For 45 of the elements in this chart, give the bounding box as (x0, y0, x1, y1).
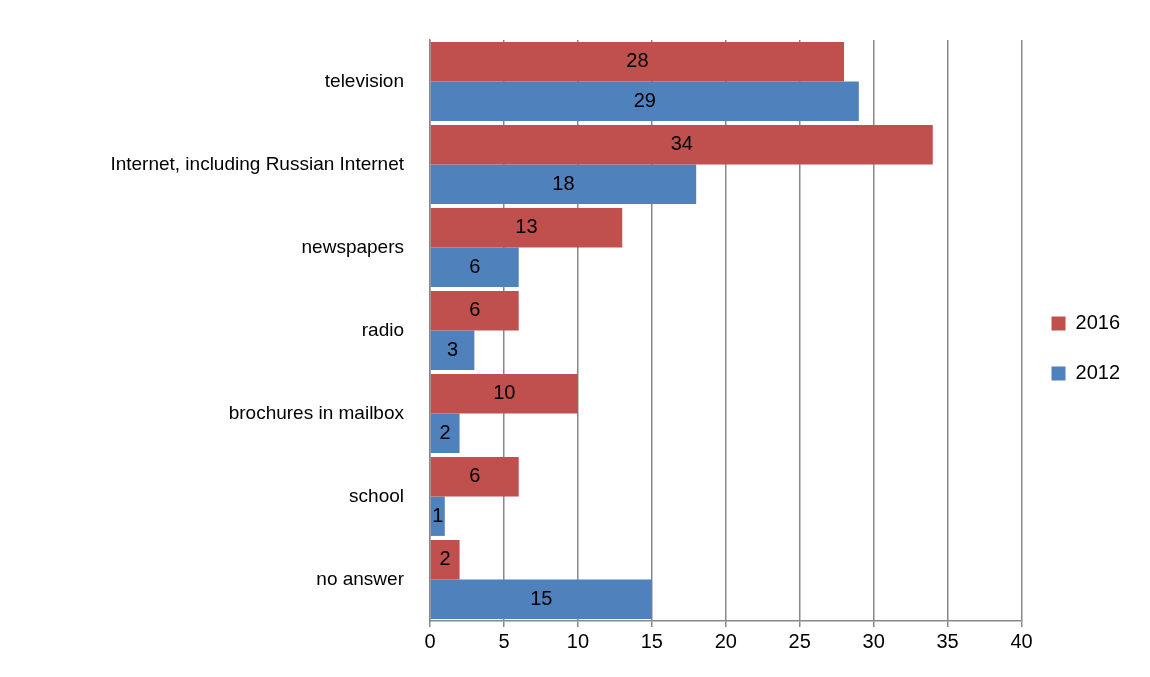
y-tick-label: newspapers (301, 235, 404, 257)
data-label: 34 (670, 132, 693, 155)
x-tick-label: 35 (936, 629, 959, 652)
data-label: 13 (515, 215, 538, 238)
x-tick-label: 20 (714, 629, 737, 652)
data-label: 6 (469, 254, 481, 277)
y-tick-label: Internet, including Russian Internet (110, 152, 405, 174)
data-label: 2 (439, 420, 451, 443)
x-tick-label: 5 (498, 629, 510, 652)
bar (430, 42, 845, 82)
bar (430, 579, 652, 619)
y-tick-label: radio (361, 318, 404, 340)
legend-label: 2012 (1075, 361, 1121, 384)
data-label: 6 (469, 464, 481, 487)
x-tick-label: 25 (788, 629, 811, 652)
data-label: 18 (552, 171, 575, 194)
y-tick-label: school (349, 484, 404, 506)
data-label: 1 (432, 503, 444, 526)
x-tick-label: 0 (424, 629, 436, 652)
bar (430, 413, 460, 453)
x-tick-label: 15 (640, 629, 663, 652)
x-tick-label: 30 (862, 629, 885, 652)
data-label: 10 (493, 381, 516, 404)
x-tick-label: 40 (1010, 629, 1033, 652)
data-label: 2 (439, 547, 451, 570)
bar (430, 374, 578, 414)
bar (430, 457, 519, 497)
bar (430, 330, 475, 370)
bar (430, 208, 623, 248)
x-tick-label: 10 (566, 629, 589, 652)
bar (430, 125, 933, 165)
data-label: 3 (446, 337, 459, 360)
data-label: 6 (469, 298, 481, 321)
bar (430, 540, 460, 580)
data-label: 28 (626, 49, 649, 72)
legend-label: 2016 (1075, 311, 1121, 334)
bar (430, 291, 519, 331)
y-tick-label: television (324, 69, 404, 91)
bar (430, 81, 859, 121)
data-label: 15 (530, 586, 553, 609)
y-tick-label: brochures in mailbox (228, 401, 405, 423)
data-label: 29 (633, 88, 656, 111)
y-tick-label: no answer (316, 567, 405, 589)
bar (430, 164, 697, 204)
bar (430, 247, 519, 287)
